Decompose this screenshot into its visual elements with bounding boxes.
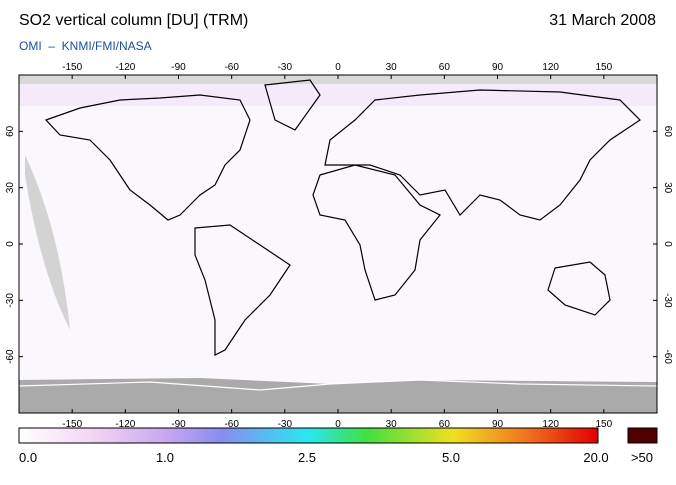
colorbar-overflow-label: >50	[631, 450, 653, 465]
missing-swath	[25, 155, 70, 330]
lat-label-left: 60	[5, 125, 16, 137]
lon-label-bottom: -120	[115, 419, 135, 430]
lon-label-top: -30	[278, 62, 293, 73]
lon-label-bottom: 60	[439, 419, 451, 430]
lon-label-top: 0	[335, 62, 341, 73]
lon-label-bottom: 90	[492, 419, 504, 430]
lon-label-top: 120	[542, 62, 559, 73]
lon-label-top: -150	[62, 62, 82, 73]
lon-label-top: 90	[492, 62, 504, 73]
date: 31 March 2008	[549, 12, 656, 29]
lon-label-top: -120	[115, 62, 135, 73]
lat-label-left: 0	[5, 241, 16, 247]
arctic-noise	[19, 84, 657, 106]
lon-label-bottom: -90	[171, 419, 186, 430]
title: SO2 vertical column [DU] (TRM)	[19, 12, 248, 29]
lon-label-top: 30	[386, 62, 398, 73]
map-background	[19, 75, 657, 413]
antarctic-gap	[19, 378, 657, 413]
subtitle: OMI – KNMI/FMI/NASA	[19, 39, 152, 53]
lat-label-right: 0	[662, 241, 673, 247]
colorbar-label: 0.0	[19, 450, 37, 465]
lon-label-bottom: -30	[278, 419, 293, 430]
colorbar-label: 2.5	[298, 450, 316, 465]
colorbar-overflow	[627, 427, 658, 444]
colorbar-label: 5.0	[442, 450, 460, 465]
ticks: -150 -150 -120 -120 -90 -90 -60 -60 -30 -30 0 0 30 30…	[5, 62, 673, 430]
lat-label-right: 30	[662, 182, 673, 194]
lon-label-bottom: 120	[542, 419, 559, 430]
lon-label-bottom: 30	[386, 419, 398, 430]
lat-label-right: -30	[662, 293, 673, 308]
lat-label-left: 30	[5, 182, 16, 194]
coastlines	[19, 79, 657, 391]
lat-label-left: -60	[5, 349, 16, 364]
lon-label-top: 60	[439, 62, 451, 73]
lon-label-bottom: -60	[224, 419, 239, 430]
lon-label-bottom: 150	[595, 419, 612, 430]
lat-label-right: -60	[662, 349, 673, 364]
lon-label-top: -60	[224, 62, 239, 73]
lat-label-right: 60	[662, 126, 673, 138]
lon-label-bottom: 0	[335, 419, 341, 430]
lon-label-bottom: -150	[62, 419, 82, 430]
colorbar-label: 1.0	[156, 450, 174, 465]
colorbar	[18, 427, 599, 444]
map	[19, 75, 657, 413]
lon-label-top: 150	[595, 62, 612, 73]
polar-night	[19, 75, 657, 84]
colorbar-label: 20.0	[583, 450, 608, 465]
colorbar-labels: 0.0 1.0 2.5 5.0 20.0	[19, 450, 609, 465]
lon-label-top: -90	[171, 62, 186, 73]
lat-label-left: -30	[5, 293, 16, 308]
